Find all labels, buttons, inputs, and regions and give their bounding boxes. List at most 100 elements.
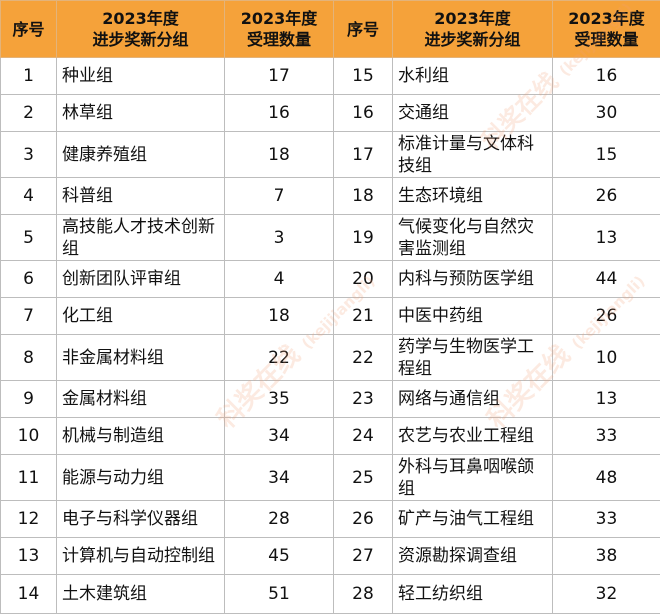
left-seq: 10	[1, 418, 57, 455]
right-seq: 22	[334, 335, 393, 381]
left-count: 28	[225, 501, 334, 538]
left-group: 林草组	[57, 95, 225, 132]
right-count: 15	[553, 132, 660, 178]
right-group: 农艺与农业工程组	[393, 418, 553, 455]
left-count: 22	[225, 335, 334, 381]
left-group: 非金属材料组	[57, 335, 225, 381]
left-count: 34	[225, 418, 334, 455]
table-row: 4 科普组 7 18 生态环境组 26	[1, 178, 660, 215]
right-seq: 15	[334, 58, 393, 95]
right-group: 矿产与油气工程组	[393, 501, 553, 538]
right-group: 水利组	[393, 58, 553, 95]
header-group-line2: 进步奖新分组	[395, 29, 550, 50]
left-seq: 1	[1, 58, 57, 95]
left-group: 种业组	[57, 58, 225, 95]
left-count: 4	[225, 261, 334, 298]
right-count: 26	[553, 178, 660, 215]
header-group-line2: 进步奖新分组	[59, 29, 222, 50]
right-count: 16	[553, 58, 660, 95]
left-seq: 13	[1, 538, 57, 575]
left-group: 高技能人才技术创新组	[57, 215, 225, 261]
left-group: 能源与动力组	[57, 455, 225, 501]
left-count: 17	[225, 58, 334, 95]
right-group: 生态环境组	[393, 178, 553, 215]
right-count: 33	[553, 501, 660, 538]
right-count: 48	[553, 455, 660, 501]
left-group: 机械与制造组	[57, 418, 225, 455]
left-seq: 11	[1, 455, 57, 501]
right-group: 内科与预防医学组	[393, 261, 553, 298]
left-group: 电子与科学仪器组	[57, 501, 225, 538]
header-count-right: 2023年度 受理数量	[553, 1, 660, 58]
right-group: 中医中药组	[393, 298, 553, 335]
left-count: 16	[225, 95, 334, 132]
right-group: 资源勘探调查组	[393, 538, 553, 575]
left-seq: 14	[1, 575, 57, 614]
left-count: 45	[225, 538, 334, 575]
header-count-line1: 2023年度	[555, 8, 658, 29]
left-count: 35	[225, 381, 334, 418]
table-row: 1 种业组 17 15 水利组 16	[1, 58, 660, 95]
table-row: 5 高技能人才技术创新组 3 19 气候变化与自然灾害监测组 13	[1, 215, 660, 261]
right-seq: 27	[334, 538, 393, 575]
left-seq: 9	[1, 381, 57, 418]
left-count: 3	[225, 215, 334, 261]
left-count: 51	[225, 575, 334, 614]
header-seq-left: 序号	[1, 1, 57, 58]
right-seq: 20	[334, 261, 393, 298]
left-seq: 3	[1, 132, 57, 178]
right-group: 网络与通信组	[393, 381, 553, 418]
right-group: 药学与生物医学工程组	[393, 335, 553, 381]
right-count: 30	[553, 95, 660, 132]
header-count-left: 2023年度 受理数量	[225, 1, 334, 58]
table-row: 9 金属材料组 35 23 网络与通信组 13	[1, 381, 660, 418]
right-seq: 19	[334, 215, 393, 261]
table-row: 3 健康养殖组 18 17 标准计量与文体科技组 15	[1, 132, 660, 178]
left-count: 18	[225, 298, 334, 335]
left-seq: 6	[1, 261, 57, 298]
table-row: 12 电子与科学仪器组 28 26 矿产与油气工程组 33	[1, 501, 660, 538]
right-group: 气候变化与自然灾害监测组	[393, 215, 553, 261]
right-seq: 24	[334, 418, 393, 455]
table-row: 11 能源与动力组 34 25 外科与耳鼻咽喉颌组 48	[1, 455, 660, 501]
table-row: 7 化工组 18 21 中医中药组 26	[1, 298, 660, 335]
right-count: 33	[553, 418, 660, 455]
left-seq: 5	[1, 215, 57, 261]
header-count-line2: 受理数量	[227, 29, 331, 50]
right-count: 44	[553, 261, 660, 298]
table-row: 10 机械与制造组 34 24 农艺与农业工程组 33	[1, 418, 660, 455]
right-group: 交通组	[393, 95, 553, 132]
table-row: 2 林草组 16 16 交通组 30	[1, 95, 660, 132]
table-row: 6 创新团队评审组 4 20 内科与预防医学组 44	[1, 261, 660, 298]
left-group: 土木建筑组	[57, 575, 225, 614]
left-seq: 2	[1, 95, 57, 132]
header-seq-right: 序号	[334, 1, 393, 58]
table-row: 8 非金属材料组 22 22 药学与生物医学工程组 10	[1, 335, 660, 381]
left-group: 金属材料组	[57, 381, 225, 418]
left-group: 化工组	[57, 298, 225, 335]
left-seq: 7	[1, 298, 57, 335]
right-count: 38	[553, 538, 660, 575]
right-count: 32	[553, 575, 660, 614]
right-seq: 21	[334, 298, 393, 335]
right-seq: 28	[334, 575, 393, 614]
right-group: 标准计量与文体科技组	[393, 132, 553, 178]
right-seq: 26	[334, 501, 393, 538]
header-group-line1: 2023年度	[59, 8, 222, 29]
right-seq: 16	[334, 95, 393, 132]
left-count: 34	[225, 455, 334, 501]
left-count: 7	[225, 178, 334, 215]
right-group: 轻工纺织组	[393, 575, 553, 614]
left-seq: 4	[1, 178, 57, 215]
header-count-line2: 受理数量	[555, 29, 658, 50]
header-group-left: 2023年度 进步奖新分组	[57, 1, 225, 58]
table-row: 14 土木建筑组 51 28 轻工纺织组 32	[1, 575, 660, 614]
right-seq: 17	[334, 132, 393, 178]
right-group: 外科与耳鼻咽喉颌组	[393, 455, 553, 501]
left-group: 计算机与自动控制组	[57, 538, 225, 575]
table-row: 13 计算机与自动控制组 45 27 资源勘探调查组 38	[1, 538, 660, 575]
header-group-line1: 2023年度	[395, 8, 550, 29]
header-group-right: 2023年度 进步奖新分组	[393, 1, 553, 58]
right-count: 13	[553, 215, 660, 261]
